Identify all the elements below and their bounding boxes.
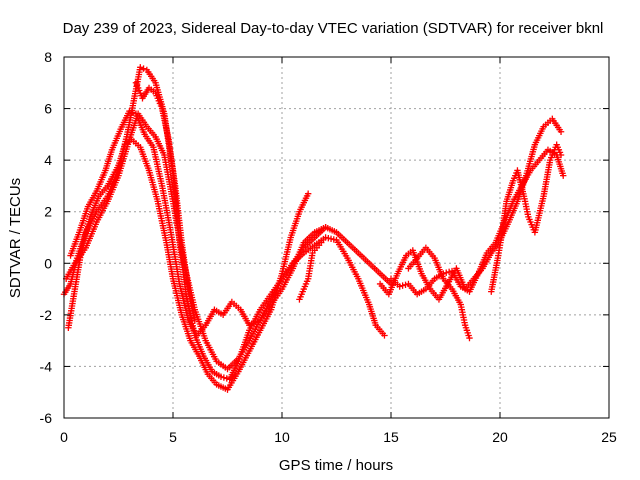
data-point (137, 64, 144, 71)
y-tick-label: -6 (40, 410, 53, 426)
chart-title: Day 239 of 2023, Sidereal Day-to-day VTE… (63, 20, 604, 37)
data-point (217, 373, 225, 380)
x-tick-label: 15 (383, 429, 399, 445)
data-point (557, 128, 565, 135)
y-tick-label: 8 (44, 49, 52, 65)
y-tick-label: 0 (44, 255, 52, 271)
x-axis-label: GPS time / hours (279, 457, 393, 474)
y-tick-label: 4 (44, 152, 52, 168)
series-track-5 (132, 79, 198, 324)
y-tick-label: -4 (40, 358, 53, 374)
data-point (322, 223, 329, 231)
data-point (445, 268, 453, 276)
series-track-3 (65, 136, 312, 393)
grid (64, 57, 609, 418)
plot-frame (63, 56, 610, 419)
axis-ticks: 0 5 10 15 20 25 -6 -4 -2 0 2 4 6 8 (40, 49, 617, 445)
data-point (443, 269, 450, 276)
y-axis-label: SDTVAR / TECUs (7, 178, 24, 298)
data-point (304, 190, 312, 197)
y-tick-label: 2 (44, 204, 52, 220)
series-track-8 (387, 146, 567, 298)
data-point (318, 239, 325, 246)
plot-series (60, 64, 567, 393)
data-point (396, 283, 403, 290)
x-tick-label: 25 (601, 429, 617, 445)
data-point (402, 281, 409, 288)
x-tick-label: 0 (60, 429, 68, 445)
series-track-7 (376, 115, 565, 303)
series-track-9 (405, 244, 473, 342)
data-point (560, 172, 567, 179)
series-track-4 (67, 107, 329, 339)
data-point (129, 109, 136, 116)
series-track-1 (60, 64, 388, 383)
data-point (223, 375, 230, 382)
series-track-6 (296, 239, 325, 303)
data-point (557, 151, 565, 159)
data-point (381, 332, 388, 339)
y-tick-label: -2 (40, 307, 53, 323)
data-point (126, 107, 133, 115)
data-point (191, 316, 198, 324)
x-tick-label: 5 (169, 429, 177, 445)
x-tick-label: 20 (492, 429, 508, 445)
data-point (399, 282, 406, 289)
y-tick-label: 6 (44, 101, 52, 117)
data-point (220, 374, 228, 381)
series-track-10 (488, 141, 565, 295)
x-tick-label: 10 (274, 429, 290, 445)
data-point (140, 65, 147, 72)
data-point (466, 334, 473, 342)
